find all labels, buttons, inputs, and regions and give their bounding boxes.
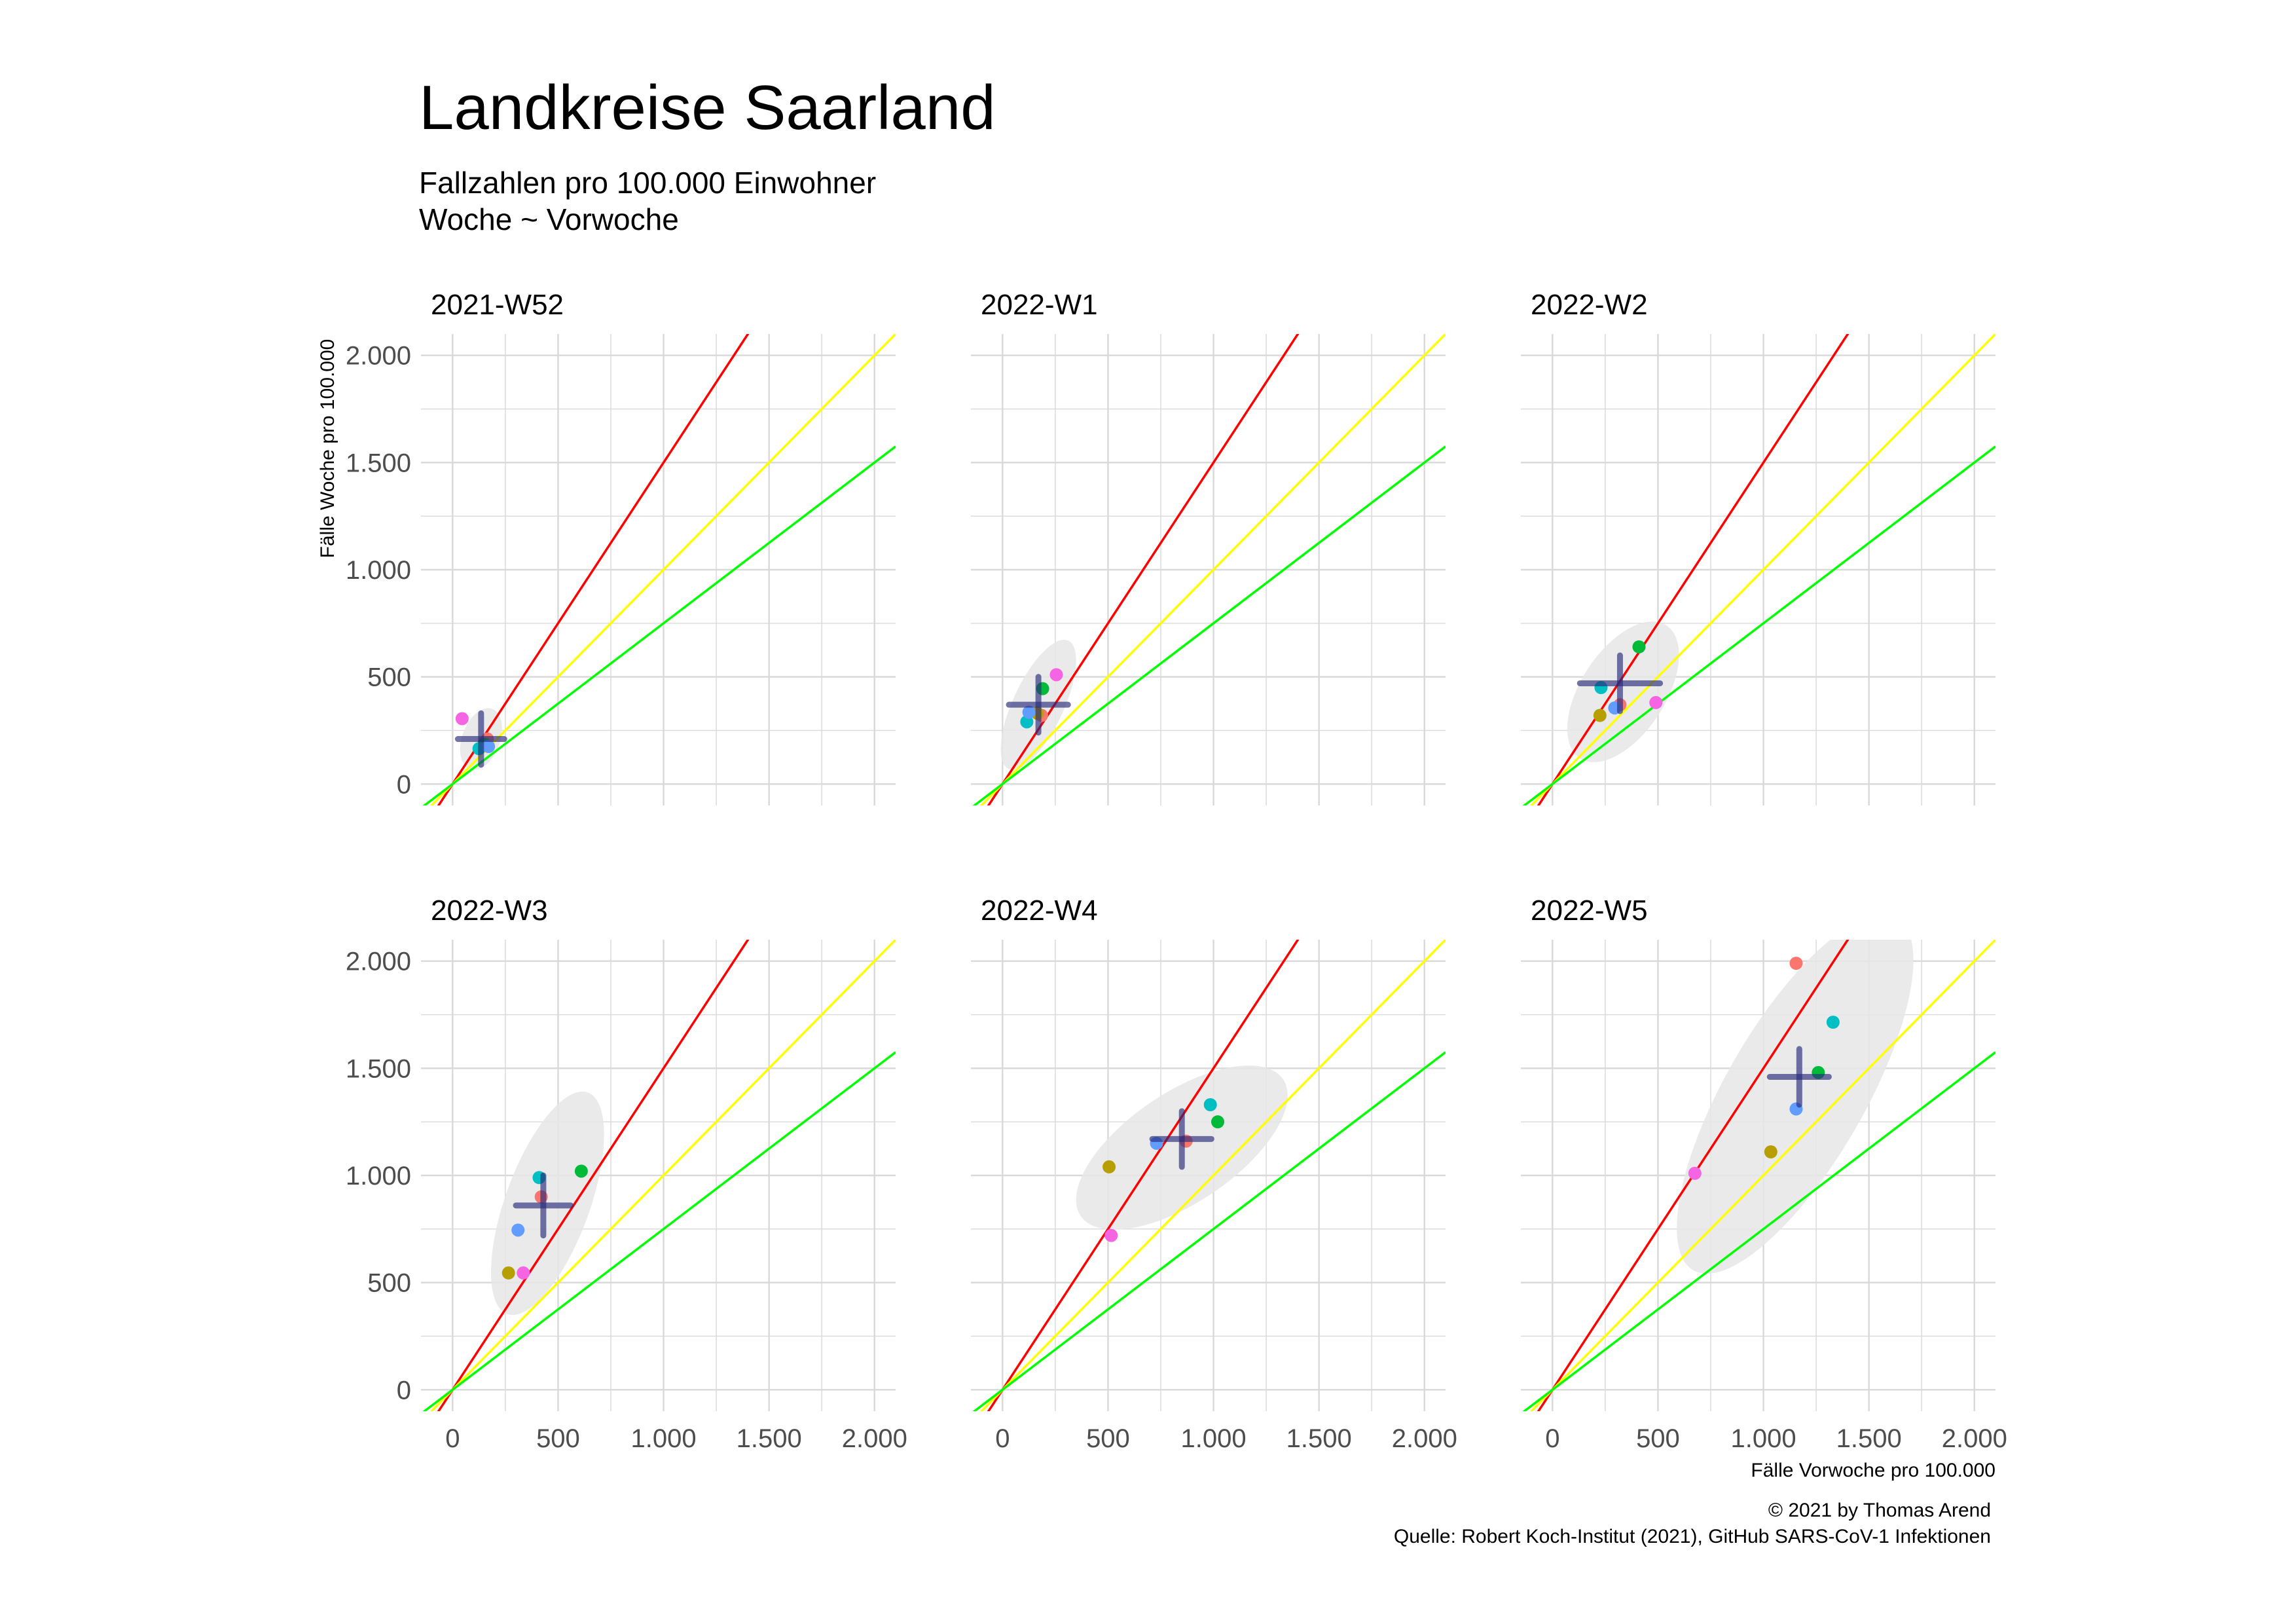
gridlines bbox=[971, 334, 1446, 805]
y-tick-label: 1.500 bbox=[346, 1054, 411, 1083]
reference-line-red bbox=[437, 940, 750, 1411]
panel-title: 2022-W4 bbox=[981, 895, 1098, 927]
x-tick-label: 500 bbox=[1636, 1424, 1680, 1453]
y-tick-label: 1.500 bbox=[346, 449, 411, 477]
caption-source: Quelle: Robert Koch-Institut (2021), Git… bbox=[1393, 1526, 1991, 1547]
x-tick-label: 1.500 bbox=[737, 1424, 802, 1453]
confidence-ellipse bbox=[1567, 621, 1679, 762]
panel-2022-W5: 2022-W5 0 500 1.000 1.500 2.000 bbox=[1521, 895, 2007, 1453]
x-tick-label: 1.500 bbox=[1286, 1424, 1352, 1453]
reference-line-green bbox=[972, 445, 1446, 805]
data-point bbox=[1022, 705, 1036, 719]
panel-title: 2022-W3 bbox=[431, 895, 548, 927]
reference-line-red bbox=[987, 940, 1300, 1411]
confidence-ellipse bbox=[1677, 940, 1914, 1274]
y-tick-label: 1.000 bbox=[346, 556, 411, 585]
data-point bbox=[1764, 1145, 1777, 1158]
panel-title: 2022-W1 bbox=[981, 289, 1098, 321]
data-point bbox=[1632, 640, 1646, 654]
y-tick-label: 500 bbox=[367, 663, 411, 692]
data-point bbox=[1049, 668, 1063, 682]
x-tick-label: 2.000 bbox=[1392, 1424, 1457, 1453]
x-tick-label: 0 bbox=[1545, 1424, 1559, 1453]
y-tick-label: 2.000 bbox=[346, 948, 411, 976]
reference-line-green bbox=[422, 1051, 896, 1411]
data-point bbox=[482, 740, 496, 753]
panel-title: 2022-W5 bbox=[1531, 895, 1648, 927]
panel-2021-W52: 2021-W52 0 500 1.000 1.500 2.000 bbox=[346, 289, 896, 805]
x-tick-label: 1.500 bbox=[1836, 1424, 1902, 1453]
data-point bbox=[1826, 1016, 1840, 1029]
reference-line-red bbox=[1537, 334, 1850, 805]
x-tick-label: 1.000 bbox=[1181, 1424, 1247, 1453]
data-point bbox=[1203, 1098, 1217, 1111]
panel-title: 2021-W52 bbox=[431, 289, 564, 321]
reference-line-yellow bbox=[979, 334, 1446, 805]
x-tick-label: 0 bbox=[995, 1424, 1010, 1453]
data-point bbox=[1104, 1228, 1118, 1242]
panel-title: 2022-W2 bbox=[1531, 289, 1648, 321]
reference-line-yellow bbox=[1529, 940, 1995, 1411]
chart-subtitle-line-1: Fallzahlen pro 100.000 Einwohner bbox=[419, 166, 877, 200]
panel-2022-W1: 2022-W1 bbox=[971, 289, 1446, 805]
reference-line-green bbox=[972, 1051, 1446, 1411]
data-point bbox=[1211, 1115, 1224, 1129]
reference-line-yellow bbox=[979, 940, 1446, 1411]
y-tick-label: 2.000 bbox=[346, 342, 411, 371]
data-point bbox=[1649, 695, 1663, 709]
y-tick-label: 0 bbox=[397, 1376, 411, 1405]
data-point bbox=[517, 1266, 530, 1280]
panel-2022-W3: 2022-W3 0 500 1.000 1.500 2.000 0 500 1.000 1.500… bbox=[346, 895, 907, 1453]
chart-title: Landkreise Saarland bbox=[419, 73, 996, 143]
data-point bbox=[511, 1223, 525, 1237]
x-axis-title: Fälle Vorwoche pro 100.000 bbox=[1751, 1460, 1995, 1481]
y-tick-label: 1.000 bbox=[346, 1162, 411, 1190]
reference-line-green bbox=[422, 445, 896, 805]
data-point bbox=[1789, 957, 1803, 970]
x-tick-label: 500 bbox=[1086, 1424, 1130, 1453]
y-axis-title: Fälle Woche pro 100.000 bbox=[317, 339, 338, 559]
x-tick-label: 0 bbox=[445, 1424, 460, 1453]
reference-line-red bbox=[1537, 940, 1850, 1411]
reference-line-yellow bbox=[1529, 334, 1995, 805]
x-tick-label: 500 bbox=[536, 1424, 580, 1453]
data-point bbox=[455, 712, 469, 726]
y-tick-label: 500 bbox=[367, 1269, 411, 1298]
data-point bbox=[1688, 1166, 1702, 1180]
x-tick-label: 1.000 bbox=[631, 1424, 697, 1453]
reference-line-yellow bbox=[429, 334, 896, 805]
reference-line-yellow bbox=[429, 940, 896, 1411]
reference-line-red bbox=[437, 334, 750, 805]
data-point bbox=[1102, 1160, 1116, 1173]
x-tick-label: 2.000 bbox=[1942, 1424, 2007, 1453]
chart-subtitle-line-2: Woche ~ Vorwoche bbox=[419, 202, 679, 236]
y-tick-label: 0 bbox=[397, 770, 411, 799]
panel-2022-W2: 2022-W2 bbox=[1521, 289, 1995, 805]
data-point bbox=[574, 1164, 588, 1178]
reference-line-red bbox=[987, 334, 1300, 805]
reference-line-green bbox=[1522, 445, 1995, 805]
data-point bbox=[501, 1266, 515, 1280]
data-point bbox=[1593, 709, 1607, 722]
panel-2022-W4: 2022-W4 0 500 1.000 1.500 2.000 bbox=[971, 895, 1457, 1453]
reference-line-green bbox=[1522, 1051, 1995, 1411]
caption-copyright: © 2021 by Thomas Arend bbox=[1768, 1500, 1991, 1521]
x-tick-label: 1.000 bbox=[1731, 1424, 1796, 1453]
x-tick-label: 2.000 bbox=[842, 1424, 907, 1453]
